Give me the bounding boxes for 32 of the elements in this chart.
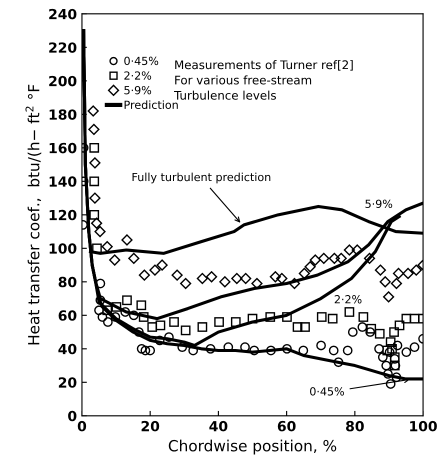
annotation: 2·2% xyxy=(334,295,362,304)
y-tick-label: 180 xyxy=(50,109,76,120)
y-tick-label: 240 xyxy=(49,8,76,20)
y-tick-label: 220 xyxy=(49,42,76,53)
x-tick-label: 0 xyxy=(78,420,86,432)
legend-label: 5·9% xyxy=(124,86,152,94)
x-tick-label: 40 xyxy=(209,420,228,432)
y-tick-label: 120 xyxy=(50,210,76,220)
y-tick-label: 80 xyxy=(58,276,76,288)
y-axis-title: Heat transfer coef., btu/(h− ft$^{2}$ °F xyxy=(25,84,42,344)
y-tick-label: 200 xyxy=(49,76,76,86)
y-tick-label: 160 xyxy=(50,142,76,154)
x-tick-label: 20 xyxy=(142,420,160,432)
y-tick-label: 60 xyxy=(58,310,76,321)
annotation: For various free-stream xyxy=(175,75,312,84)
x-tick-label: 60 xyxy=(278,420,296,432)
annotation: Measurements of Turner ref[2] xyxy=(175,60,353,71)
y-tick-label: 100 xyxy=(50,243,76,254)
x-axis-title: Chordwise position, % xyxy=(168,440,336,454)
y-tick-label: 0 xyxy=(68,410,76,422)
y-tick-label: 140 xyxy=(50,176,76,187)
annotation: Turbulence levels xyxy=(174,90,276,100)
legend-label: Prediction xyxy=(124,100,178,110)
y-tick-label: 40 xyxy=(58,344,76,354)
x-tick-label: 100 xyxy=(410,420,437,432)
annotation: 0·45% xyxy=(310,387,344,396)
legend-label: 0·45% xyxy=(124,56,158,66)
legend-label: 2·2% xyxy=(124,71,152,80)
y-tick-label: 20 xyxy=(58,377,76,388)
annotation: 5·9% xyxy=(365,200,392,208)
x-tick-label: 80 xyxy=(346,420,364,432)
annotation: Fully turbulent prediction xyxy=(132,172,270,184)
